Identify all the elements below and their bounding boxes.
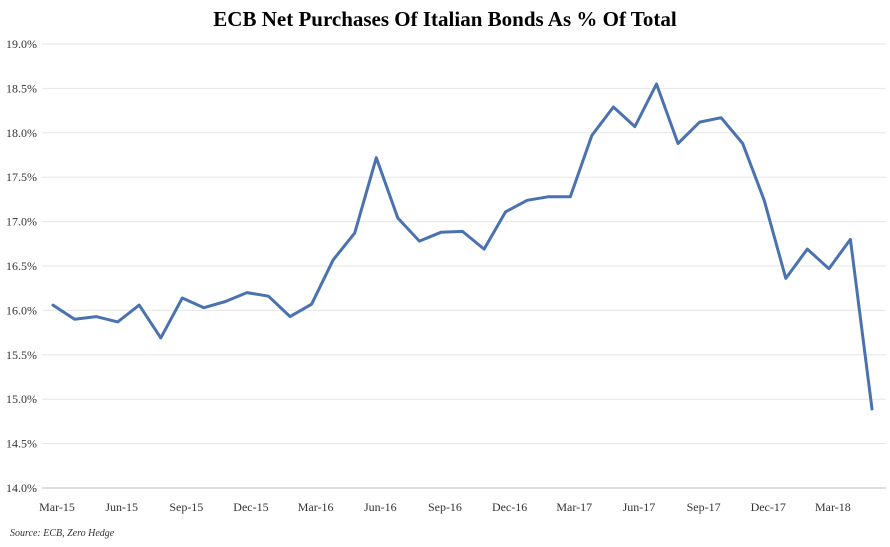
y-tick-label: 17.5% [6, 170, 37, 184]
x-tick-label: Sep-15 [169, 500, 203, 514]
x-tick-label: Dec-16 [492, 500, 527, 514]
y-tick-label: 14.0% [6, 481, 37, 495]
gridlines [42, 43, 886, 445]
y-tick-label: 18.5% [6, 81, 37, 95]
x-tick-label: Dec-15 [233, 500, 268, 514]
x-tick-label: Mar-17 [556, 500, 592, 514]
x-tick-label: Mar-18 [815, 500, 851, 514]
y-tick-label: 14.5% [6, 437, 37, 451]
chart-title: ECB Net Purchases Of Italian Bonds As % … [213, 7, 677, 31]
x-tick-label: Mar-16 [298, 500, 334, 514]
series-layer [51, 82, 874, 411]
x-tick-label: Sep-16 [428, 500, 462, 514]
y-tick-label: 15.0% [6, 392, 37, 406]
x-tick-label: Dec-17 [751, 500, 786, 514]
y-tick-label: 19.0% [6, 37, 37, 51]
x-tick-label: Sep-17 [687, 500, 721, 514]
x-axis-ticks: Mar-15 Jun-15 Sep-15 Dec-15 Mar-16 Jun-16 Sep-… [39, 500, 851, 514]
x-tick-label: Jun-16 [364, 500, 397, 514]
y-tick-label: 17.0% [6, 215, 37, 229]
series-line [51, 82, 874, 411]
x-tick-label: Jun-15 [105, 500, 138, 514]
x-tick-label: Mar-15 [39, 500, 75, 514]
source-note: Source: ECB, Zero Hedge [10, 528, 115, 539]
y-tick-label: 16.5% [6, 259, 37, 273]
y-tick-label: 15.5% [6, 348, 37, 362]
x-tick-label: Jun-17 [623, 500, 656, 514]
y-axis-ticks: 14.0% 14.5% 15.0% 15.5% 16.0% 16.5% 17.0% 17.5%… [6, 37, 37, 495]
y-tick-label: 18.0% [6, 126, 37, 140]
y-tick-label: 16.0% [6, 303, 37, 317]
